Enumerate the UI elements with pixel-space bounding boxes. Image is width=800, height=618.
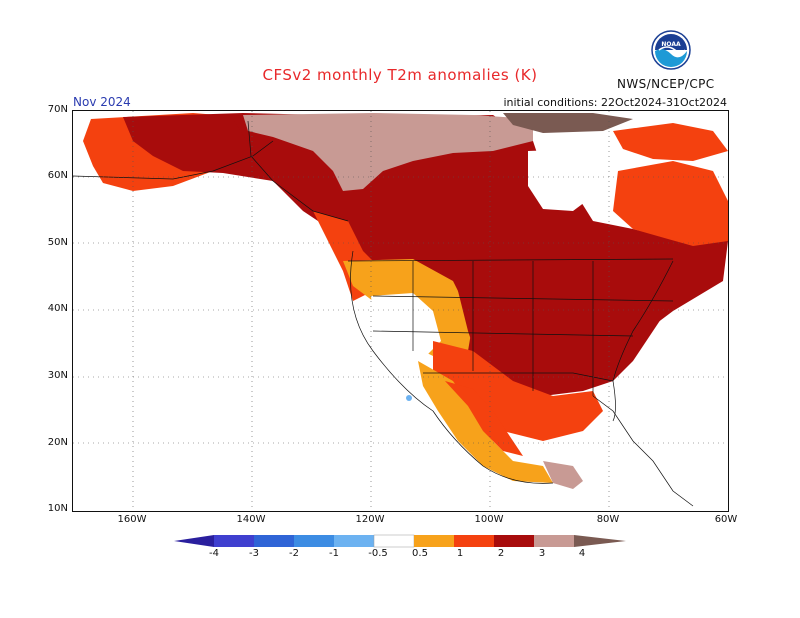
lon-label-120w: 120W — [355, 514, 385, 525]
anomaly-region-greenland-red — [613, 123, 728, 161]
chart-title: CFSv2 monthly T2m anomalies (K) — [262, 66, 538, 84]
lon-label-100w: 100W — [474, 514, 504, 525]
colorbar-label: 3 — [538, 548, 546, 559]
colorbar-swatch-neg4-neg3 — [214, 535, 254, 547]
anomaly-region-central-america — [543, 461, 583, 489]
noaa-logo-text: NOAA — [661, 41, 681, 48]
colorbar-swatch-2-3 — [494, 535, 534, 547]
colorbar-label: 0.5 — [412, 548, 428, 559]
colorbar-swatch-3-4 — [534, 535, 574, 547]
noaa-logo: NOAA — [651, 30, 691, 70]
lat-label-20n: 20N — [47, 437, 68, 448]
initial-conditions: initial conditions: 22Oct2024-31Oct2024 — [503, 96, 727, 109]
colorbar-swatch-1-2 — [454, 535, 494, 547]
anomaly-region-greenland-top — [503, 113, 633, 133]
lat-label-60n: 60N — [47, 170, 68, 181]
colorbar-label: -3 — [249, 548, 259, 559]
lon-label-60w: 60W — [714, 514, 738, 525]
colorbar-swatch-neg2-neg1 — [294, 535, 334, 547]
anomaly-region-east-canada-red — [613, 161, 728, 246]
colorbar — [174, 534, 626, 548]
anomaly-region-arctic-tan — [243, 113, 533, 191]
colorbar-label: 1 — [456, 548, 464, 559]
lon-label-160w: 160W — [117, 514, 147, 525]
anomaly-map-canvas — [73, 111, 728, 511]
lat-label-70n: 70N — [47, 104, 68, 115]
forecast-month: Nov 2024 — [73, 95, 131, 109]
colorbar-swatch-above-4 — [574, 535, 626, 547]
anomaly-region-us-east-dark — [453, 251, 673, 396]
colorbar-label: -2 — [289, 548, 299, 559]
lat-label-30n: 30N — [47, 370, 68, 381]
colorbar-label: 2 — [497, 548, 505, 559]
colorbar-swatch-neg1-neg05 — [334, 535, 374, 547]
anomaly-region-mexico-orange — [418, 361, 553, 483]
colorbar-swatch-neg3-neg2 — [254, 535, 294, 547]
anomaly-region-baja-blue — [406, 395, 412, 401]
anomaly-region-south-red — [433, 341, 603, 441]
colorbar-swatch-below-neg4 — [174, 535, 214, 547]
anomaly-region-us-west-neutral — [371, 293, 441, 359]
anomaly-map — [72, 110, 729, 512]
colorbar-label: -4 — [209, 548, 219, 559]
grid-lines — [73, 111, 728, 511]
lat-label-50n: 50N — [47, 237, 68, 248]
colorbar-label: -1 — [329, 548, 339, 559]
colorbar-label: -0.5 — [368, 548, 388, 559]
hudson-bay — [528, 149, 598, 211]
colorbar-label: 4 — [578, 548, 586, 559]
lat-label-40n: 40N — [47, 303, 68, 314]
anomaly-region-mexico-red — [445, 381, 523, 456]
boundary-lines — [73, 120, 694, 507]
colorbar-swatch-05-1 — [414, 535, 454, 547]
colorbar-swatch-neutral — [373, 534, 415, 548]
lon-label-80w: 80W — [596, 514, 620, 525]
lat-label-10n: 10N — [47, 503, 68, 514]
agency-label: NWS/NCEP/CPC — [617, 77, 715, 91]
lon-label-140w: 140W — [236, 514, 266, 525]
